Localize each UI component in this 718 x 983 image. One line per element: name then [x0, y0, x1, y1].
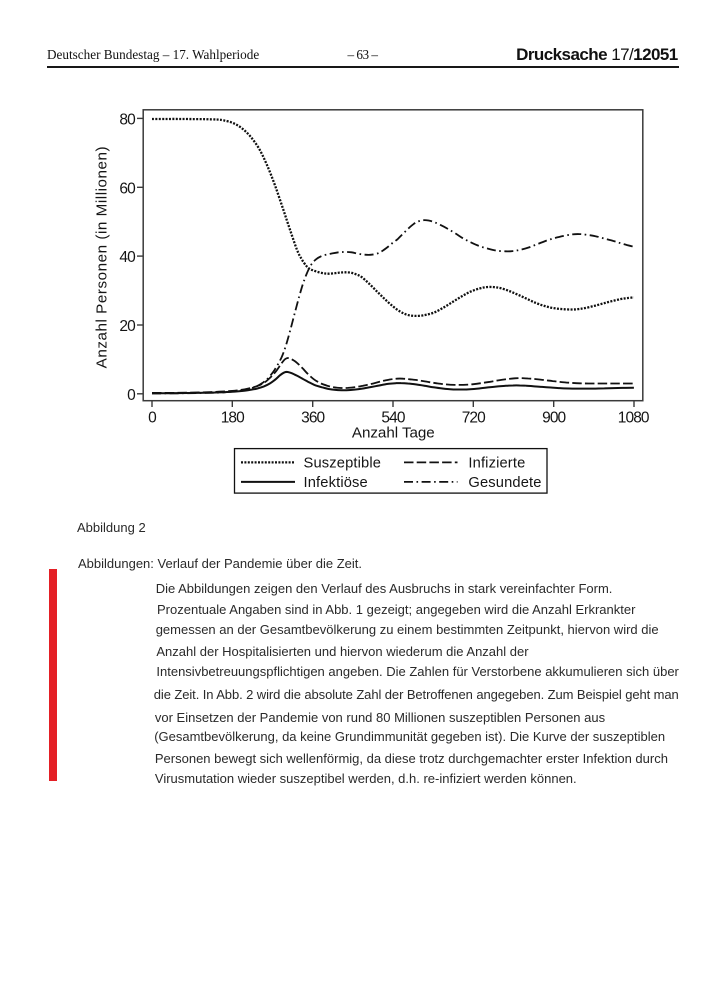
- svg-text:60: 60: [119, 180, 136, 197]
- svg-text:Infizierte: Infizierte: [468, 455, 525, 471]
- svg-text:Infektiöse: Infektiöse: [304, 475, 368, 491]
- svg-text:720: 720: [462, 409, 486, 426]
- svg-text:540: 540: [381, 409, 405, 426]
- svg-text:0: 0: [127, 387, 136, 404]
- svg-text:1080: 1080: [618, 409, 650, 426]
- svg-text:20: 20: [119, 318, 136, 335]
- svg-text:360: 360: [301, 409, 325, 426]
- svg-text:80: 80: [119, 111, 136, 128]
- svg-text:900: 900: [542, 409, 566, 426]
- svg-text:Suszeptible: Suszeptible: [304, 455, 382, 471]
- svg-text:0: 0: [148, 409, 157, 426]
- svg-text:180: 180: [221, 409, 245, 426]
- svg-text:Anzahl Tage: Anzahl Tage: [352, 425, 435, 442]
- svg-text:Gesundete: Gesundete: [468, 475, 541, 491]
- svg-text:40: 40: [119, 249, 136, 266]
- svg-text:Anzahl Personen (in Millionen): Anzahl Personen (in Millionen): [93, 146, 110, 368]
